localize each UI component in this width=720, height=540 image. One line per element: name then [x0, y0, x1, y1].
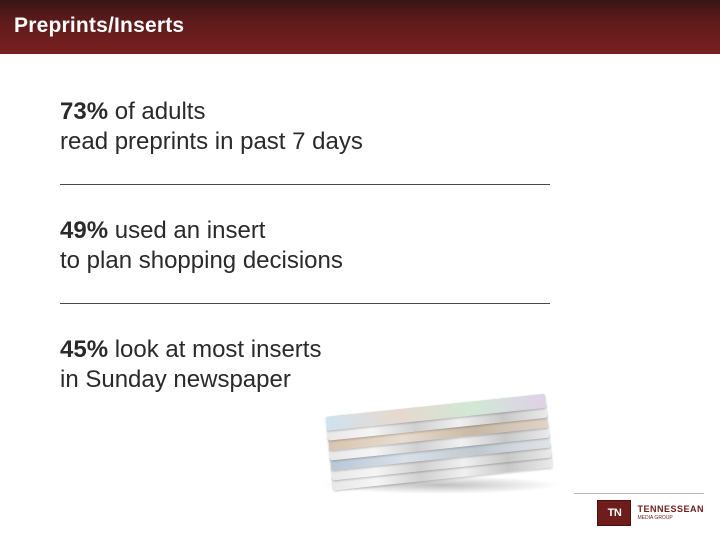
stats-content: 73% of adults read preprints in past 7 d… [60, 92, 580, 408]
slide: Preprints/Inserts 73% of adults read pre… [0, 0, 720, 540]
brand-text: TENNESSEAN MEDIA GROUP [637, 505, 704, 521]
stat-2-line2: to plan shopping decisions [60, 247, 580, 275]
stat-1-pct: 73% [60, 98, 108, 125]
footer-rule [574, 493, 704, 494]
brand-sub: MEDIA GROUP [637, 516, 704, 521]
stat-1-line1: of adults [108, 98, 205, 125]
stat-3-pct: 45% [60, 336, 108, 363]
stat-2-pct: 49% [60, 217, 108, 244]
stat-3-line1: look at most inserts [108, 336, 321, 363]
brand-logo-icon: TN [597, 500, 631, 526]
stat-2-line1: used an insert [108, 217, 265, 244]
footer-brand: TN TENNESSEAN MEDIA GROUP [597, 500, 704, 526]
header-bar: Preprints/Inserts [0, 0, 720, 54]
newspaper-stack-image [300, 380, 560, 510]
stat-2: 49% used an insert to plan shopping deci… [60, 211, 580, 289]
stat-1: 73% of adults read preprints in past 7 d… [60, 92, 580, 170]
divider-1 [60, 184, 550, 185]
brand-logo-abbrev: TN [608, 507, 622, 519]
brand-main: TENNESSEAN [637, 505, 704, 514]
page-title: Preprints/Inserts [14, 14, 184, 38]
divider-2 [60, 303, 550, 304]
stat-1-line2: read preprints in past 7 days [60, 128, 580, 156]
